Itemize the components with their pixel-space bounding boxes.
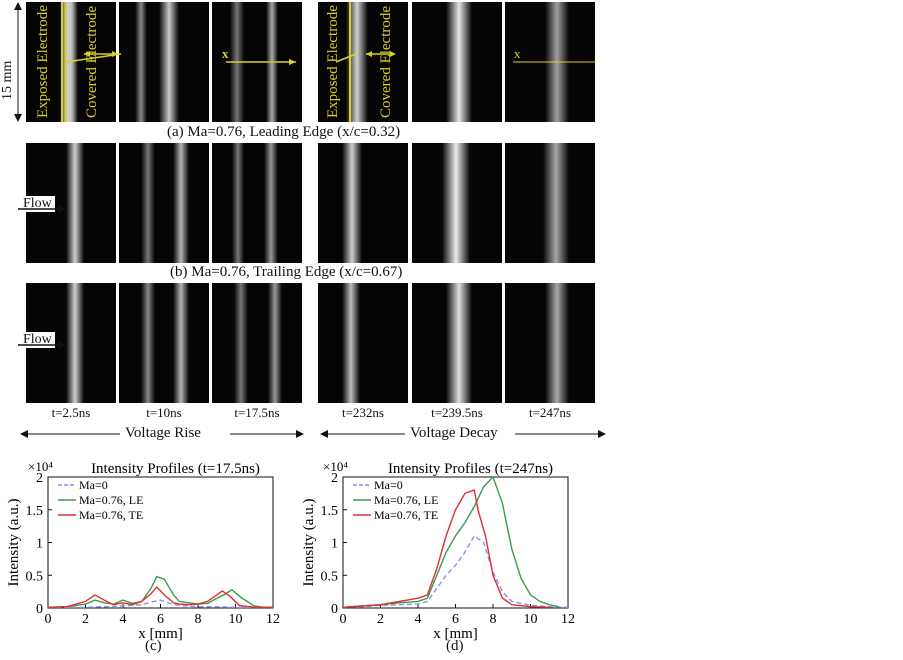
- legend-label-0: Ma=0: [374, 478, 403, 492]
- scale-label: 15 mm: [0, 60, 15, 100]
- x-tick-label: 10: [524, 612, 538, 627]
- y-tick-label: 2: [36, 471, 43, 486]
- legend-label-1: Ma=0.76, LE: [79, 493, 143, 507]
- caption-b: (b) Ma=0.76, Trailing Edge (x/c=0.67): [170, 264, 403, 280]
- caption-d: (d): [446, 638, 464, 654]
- scale-arrow: [14, 2, 22, 122]
- image-c-5: [412, 283, 502, 403]
- image-c-2: [119, 283, 209, 403]
- x-tick-label: 12: [561, 612, 575, 627]
- x-tick-label: 6: [157, 612, 164, 627]
- series-line-2: [47, 585, 273, 609]
- voltage-decay-label: Voltage Decay: [410, 425, 498, 441]
- image-b-4: [318, 143, 408, 263]
- legend-label-2: Ma=0.76, TE: [374, 508, 438, 522]
- y-axis-label: Intensity (a.u.): [301, 499, 317, 587]
- image-c-6: [505, 283, 595, 403]
- image-b-6: [505, 143, 595, 263]
- electrode-arrows: [65, 51, 596, 65]
- x-marker-b: x: [514, 46, 521, 61]
- y-tick-label: 0.5: [321, 569, 339, 584]
- time-label-4: t=232ns: [341, 405, 384, 420]
- y-tick-label: 1.5: [321, 504, 339, 519]
- x-tick-label: 2: [82, 612, 89, 627]
- chart-title: Intensity Profiles (t=17.5ns): [91, 461, 260, 477]
- x-axis-label: x [mm]: [138, 626, 183, 642]
- x-tick-label: 0: [340, 612, 347, 627]
- image-c-3: [212, 283, 302, 403]
- x-tick-label: 8: [490, 612, 497, 627]
- time-label-3: t=17.5ns: [234, 405, 280, 420]
- y-tick-label: 1: [331, 537, 338, 552]
- image-a-4: [318, 2, 408, 122]
- time-label-2: t=10ns: [146, 405, 182, 420]
- time-label-5: t=239.5ns: [431, 405, 483, 420]
- flow-label-c: Flow: [20, 332, 55, 348]
- caption-a: (a) Ma=0.76, Leading Edge (x/c=0.32): [167, 124, 401, 140]
- x-tick-label: 2: [377, 612, 384, 627]
- flow-arrow-b: [18, 205, 66, 213]
- series-line-2: [342, 489, 550, 608]
- legend-label-1: Ma=0.76, LE: [374, 493, 438, 507]
- series-line-1: [342, 475, 559, 608]
- y-tick-label: 2: [331, 471, 338, 486]
- y-tick-label: 0: [36, 602, 43, 617]
- image-a-5: [412, 2, 502, 122]
- x-tick-label: 0: [45, 612, 52, 627]
- caption-c: (c): [145, 638, 162, 654]
- image-c-4: [318, 283, 408, 403]
- flow-arrow-c: [18, 341, 66, 349]
- image-a-2: [119, 2, 209, 122]
- series-line-0: [342, 534, 569, 608]
- flow-label-b: Flow: [20, 196, 55, 212]
- legend-label-0: Ma=0: [79, 478, 108, 492]
- x-tick-label: 12: [266, 612, 280, 627]
- x-tick-label: 4: [120, 612, 127, 627]
- voltage-rise-label: Voltage Rise: [125, 425, 201, 441]
- y-multiplier: ×10⁴: [323, 459, 348, 474]
- x-axis-label: x [mm]: [433, 626, 478, 642]
- x-tick-label: 10: [229, 612, 243, 627]
- chart-title: Intensity Profiles (t=247ns): [388, 461, 553, 477]
- image-b-5: [412, 143, 502, 263]
- series-line-1: [47, 575, 273, 609]
- y-tick-label: 1: [36, 537, 43, 552]
- y-axis-label: Intensity (a.u.): [6, 499, 22, 587]
- y-tick-label: 0.5: [26, 569, 44, 584]
- series-line-0: [48, 599, 273, 609]
- time-label-1: t=2.5ns: [51, 405, 91, 420]
- y-tick-label: 1.5: [26, 504, 44, 519]
- phase-arrows: [20, 430, 606, 438]
- x-tick-label: 6: [452, 612, 459, 627]
- x-tick-label: 8: [195, 612, 202, 627]
- y-multiplier: ×10⁴: [28, 459, 53, 474]
- y-tick-label: 0: [331, 602, 338, 617]
- legend-label-2: Ma=0.76, TE: [79, 508, 143, 522]
- image-b-2: [119, 143, 209, 263]
- x-marker-a: x: [222, 46, 229, 61]
- time-label-6: t=247ns: [528, 405, 571, 420]
- x-tick-label: 4: [415, 612, 422, 627]
- image-b-3: [212, 143, 302, 263]
